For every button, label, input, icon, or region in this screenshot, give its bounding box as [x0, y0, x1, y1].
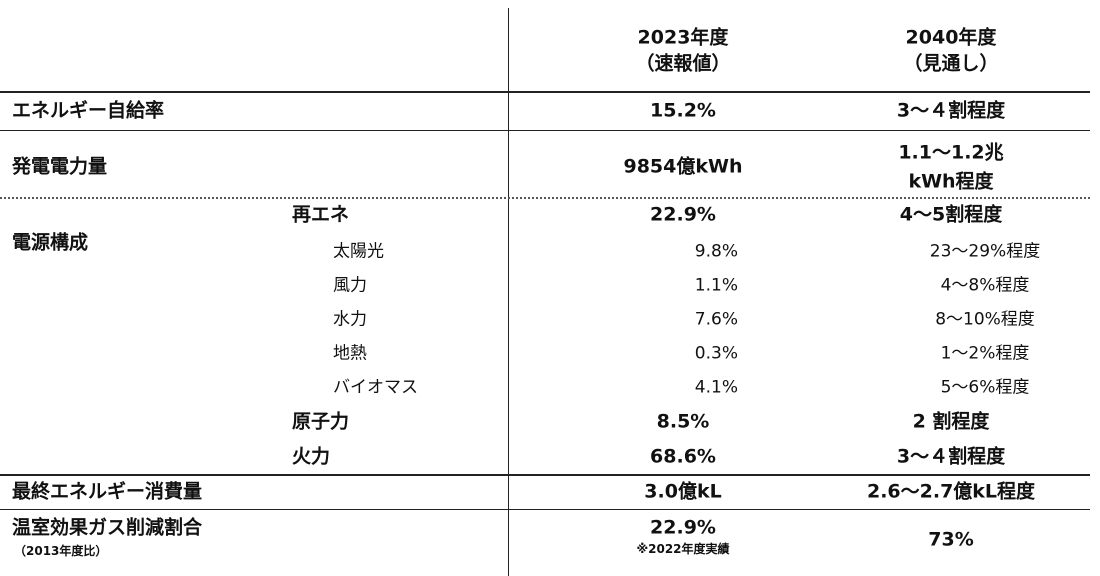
cell-value: 3～４割程度 [896, 445, 1006, 468]
cell-value: 22.9% [650, 516, 716, 539]
row-divider [0, 91, 1090, 93]
cell-value: 15.2% [650, 99, 716, 122]
cell-value: 68.6% [650, 445, 716, 468]
cell-value: 0.3% [694, 343, 738, 364]
row-divider [0, 197, 1090, 199]
row-label: 温室効果ガス削減割合 [12, 516, 203, 539]
cell-value: 7.6% [694, 309, 738, 330]
cell-note: ※2022年度実績 [636, 542, 730, 556]
cell-value: 1.1% [694, 275, 738, 296]
cell-value: 23～29%程度 [929, 241, 1041, 262]
detail-label: 太陽光 [333, 241, 384, 262]
cell-value: 9854億kWh [623, 155, 743, 178]
row-label: 最終エネルギー消費量 [12, 480, 203, 503]
cell-value: 3～４割程度 [896, 99, 1006, 122]
column-header: 2040年度 [905, 26, 997, 49]
cell-value: 3.0億kL [644, 480, 722, 503]
cell-value: 22.9% [650, 203, 716, 226]
cell-value: 2.6～2.7億kL程度 [866, 480, 1036, 503]
cell-value: 2 割程度 [912, 410, 990, 433]
cell-value: 8～10%程度 [935, 309, 1035, 330]
row-label: エネルギー自給率 [12, 99, 165, 122]
detail-label: 水力 [333, 309, 367, 330]
column-divider [508, 8, 509, 576]
cell-value: 4～8%程度 [940, 275, 1030, 296]
sub-label: 火力 [292, 445, 331, 468]
cell-value: 5～6%程度 [940, 377, 1030, 398]
detail-label: バイオマス [333, 377, 418, 398]
column-header: （見通し） [903, 52, 999, 75]
detail-label: 地熱 [333, 343, 367, 364]
row-note: （2013年度比） [14, 544, 108, 558]
sub-label: 再エネ [292, 203, 350, 226]
cell-value: 8.5% [656, 410, 710, 433]
row-label: 電源構成 [12, 231, 89, 254]
cell-value: 73% [928, 528, 974, 551]
column-header: （速報値） [635, 52, 731, 75]
column-header: 2023年度 [637, 26, 729, 49]
row-label: 発電電力量 [12, 155, 108, 178]
row-divider [0, 130, 1090, 131]
cell-value: kWh程度 [908, 170, 994, 193]
sub-label: 原子力 [292, 410, 350, 433]
cell-value: 9.8% [694, 241, 738, 262]
cell-value: 4～5割程度 [899, 203, 1003, 226]
cell-value: 1～2%程度 [940, 343, 1030, 364]
row-divider [0, 474, 1090, 476]
cell-value: 1.1～1.2兆 [898, 141, 1004, 164]
cell-value: 4.1% [694, 377, 738, 398]
row-divider [0, 509, 1090, 510]
detail-label: 風力 [333, 275, 367, 296]
